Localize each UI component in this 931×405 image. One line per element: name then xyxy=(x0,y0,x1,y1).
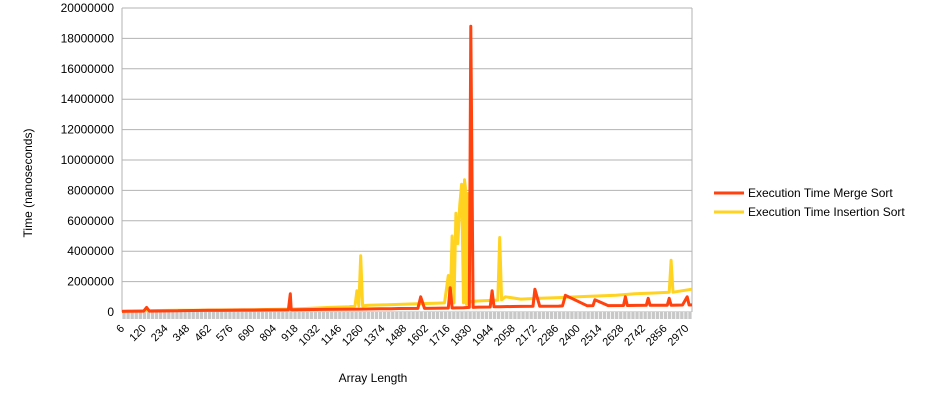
y-tick-label: 20000000 xyxy=(61,1,115,15)
y-tick-label: 8000000 xyxy=(67,183,114,197)
gridlines xyxy=(121,7,693,313)
legend-label: Execution Time Merge Sort xyxy=(748,186,893,200)
y-tick-label: 14000000 xyxy=(61,92,115,106)
y-tick-label: 18000000 xyxy=(61,31,115,45)
y-tick-label: 2000000 xyxy=(67,275,114,289)
y-tick-label: 12000000 xyxy=(61,123,115,137)
y-tick-label: 4000000 xyxy=(67,244,114,258)
series-lines xyxy=(121,24,693,313)
y-tick-label: 10000000 xyxy=(61,153,115,167)
y-tick-label: 16000000 xyxy=(61,62,115,76)
legend-label: Execution Time Insertion Sort xyxy=(748,205,905,219)
y-axis-ticks: 0 2000000 4000000 6000000 8000000 10000000 120… xyxy=(61,1,115,319)
x-axis-title: Array Length xyxy=(339,371,408,385)
legend: Execution Time Merge Sort Execution Time … xyxy=(714,186,905,219)
y-tick-label: 0 xyxy=(107,305,114,319)
y-tick-label: 6000000 xyxy=(67,214,114,228)
series-line xyxy=(121,24,693,313)
y-axis-title: Time (nanoseconds) xyxy=(21,129,35,238)
